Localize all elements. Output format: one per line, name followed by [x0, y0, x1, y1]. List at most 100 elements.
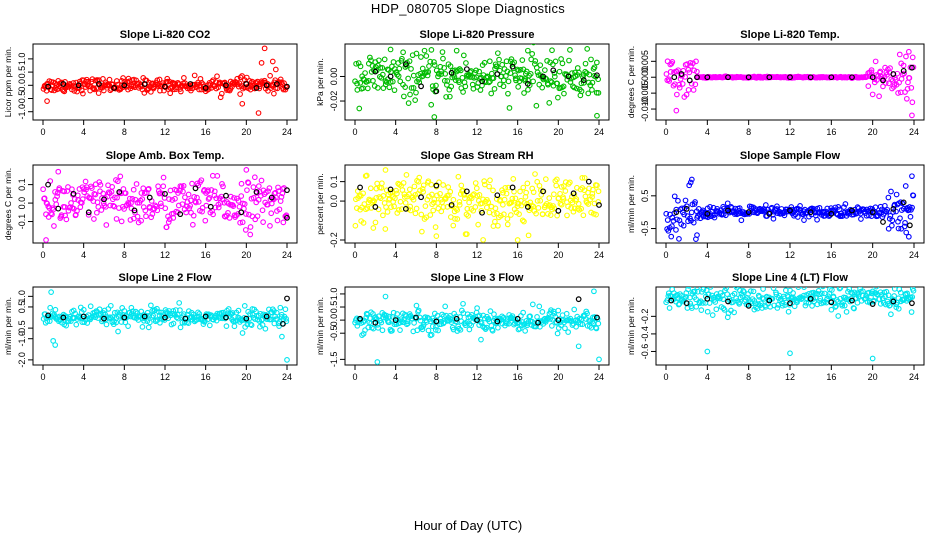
- data-point: [687, 179, 694, 186]
- reference-point: [890, 298, 897, 305]
- reference-point: [550, 67, 557, 74]
- data-point: [157, 200, 164, 207]
- x-tick-label: 8: [122, 127, 127, 137]
- data-point: [439, 49, 446, 55]
- data-point: [472, 180, 479, 186]
- data-point: [381, 56, 388, 63]
- outlier-point: [243, 166, 250, 173]
- y-tick-label: -0.010: [640, 96, 650, 122]
- data-point: [779, 302, 786, 309]
- data-point: [693, 58, 699, 65]
- outlier-point: [524, 47, 531, 54]
- y-tick-label: -0.1: [17, 214, 27, 230]
- data-point: [379, 71, 386, 78]
- reference-point: [725, 74, 731, 81]
- panel-8: Slope Line 3 Flow 0 4 8 12 16 20 24 -1.5 -0.50.00…: [315, 272, 610, 382]
- reference-point: [594, 72, 600, 79]
- data-point: [265, 188, 271, 195]
- data-point: [565, 329, 571, 335]
- data-point: [397, 198, 404, 205]
- data-point: [593, 325, 600, 332]
- x-axis-label: Hour of Day (UTC): [413, 518, 523, 533]
- reference-point: [787, 207, 793, 214]
- data-point: [185, 308, 192, 315]
- data-point: [425, 178, 432, 185]
- data-point: [559, 60, 566, 67]
- panel-title: Slope Line 4 (LT) Flow: [732, 272, 848, 284]
- data-point: [901, 223, 908, 230]
- data-point: [109, 184, 116, 190]
- data-point: [885, 194, 892, 201]
- reference-point: [45, 312, 51, 319]
- data-point: [403, 321, 410, 328]
- data-point: [432, 224, 439, 230]
- data-point: [733, 287, 740, 291]
- data-point: [235, 307, 242, 314]
- reference-point: [284, 187, 290, 194]
- data-point: [892, 76, 899, 83]
- data-point: [494, 63, 500, 70]
- data-point: [694, 68, 700, 75]
- reference-point: [479, 78, 485, 85]
- data-point: [166, 196, 172, 202]
- outlier-point: [44, 98, 50, 105]
- data-point: [211, 188, 218, 195]
- data-point: [860, 288, 866, 295]
- data-point: [530, 189, 537, 196]
- y-tick-label: 0.0: [17, 79, 27, 92]
- data-point: [106, 76, 113, 83]
- data-point: [560, 83, 567, 90]
- reference-point: [202, 313, 209, 320]
- data-point: [218, 90, 225, 97]
- data-point: [770, 287, 777, 291]
- x-tick-label: 20: [241, 250, 251, 260]
- data-point: [478, 336, 484, 343]
- data-point: [423, 214, 430, 221]
- reference-point: [418, 194, 424, 201]
- reference-point: [594, 314, 600, 321]
- data-point: [261, 191, 268, 198]
- data-point: [738, 217, 745, 224]
- data-point: [500, 201, 506, 208]
- reference-point: [494, 71, 501, 77]
- reference-point: [479, 209, 485, 216]
- data-point: [836, 287, 843, 292]
- data-point: [189, 180, 195, 187]
- data-point: [248, 322, 255, 329]
- reference-point: [162, 190, 168, 197]
- data-point: [481, 178, 488, 184]
- data-point: [70, 307, 77, 314]
- data-point: [880, 83, 886, 90]
- reference-point: [253, 189, 260, 195]
- reference-point: [890, 206, 897, 212]
- reference-point: [162, 314, 168, 321]
- reference-point: [900, 67, 907, 74]
- reference-point: [192, 185, 199, 192]
- x-tick-label: 0: [352, 372, 357, 382]
- data-point: [690, 219, 697, 226]
- data-point: [462, 83, 469, 90]
- x-tick-label: 16: [201, 372, 211, 382]
- data-point: [541, 67, 548, 73]
- outlier-point: [463, 231, 470, 238]
- scatter-points: [352, 288, 602, 365]
- data-point: [686, 287, 692, 289]
- data-point: [521, 218, 527, 225]
- data-point: [533, 102, 540, 109]
- data-point: [405, 100, 412, 106]
- data-point: [531, 44, 536, 46]
- data-point: [551, 205, 558, 212]
- page-title: HDP_080705 Slope Diagnostics: [370, 1, 566, 16]
- data-point: [40, 186, 46, 193]
- data-point: [525, 86, 531, 93]
- data-point: [588, 56, 594, 63]
- data-point: [907, 213, 914, 220]
- data-point: [191, 72, 198, 79]
- data-point: [709, 312, 716, 318]
- data-point: [560, 195, 567, 202]
- data-point: [89, 185, 95, 191]
- data-point: [881, 202, 888, 209]
- data-point: [356, 105, 363, 112]
- data-point: [167, 90, 174, 97]
- data-point: [219, 180, 225, 187]
